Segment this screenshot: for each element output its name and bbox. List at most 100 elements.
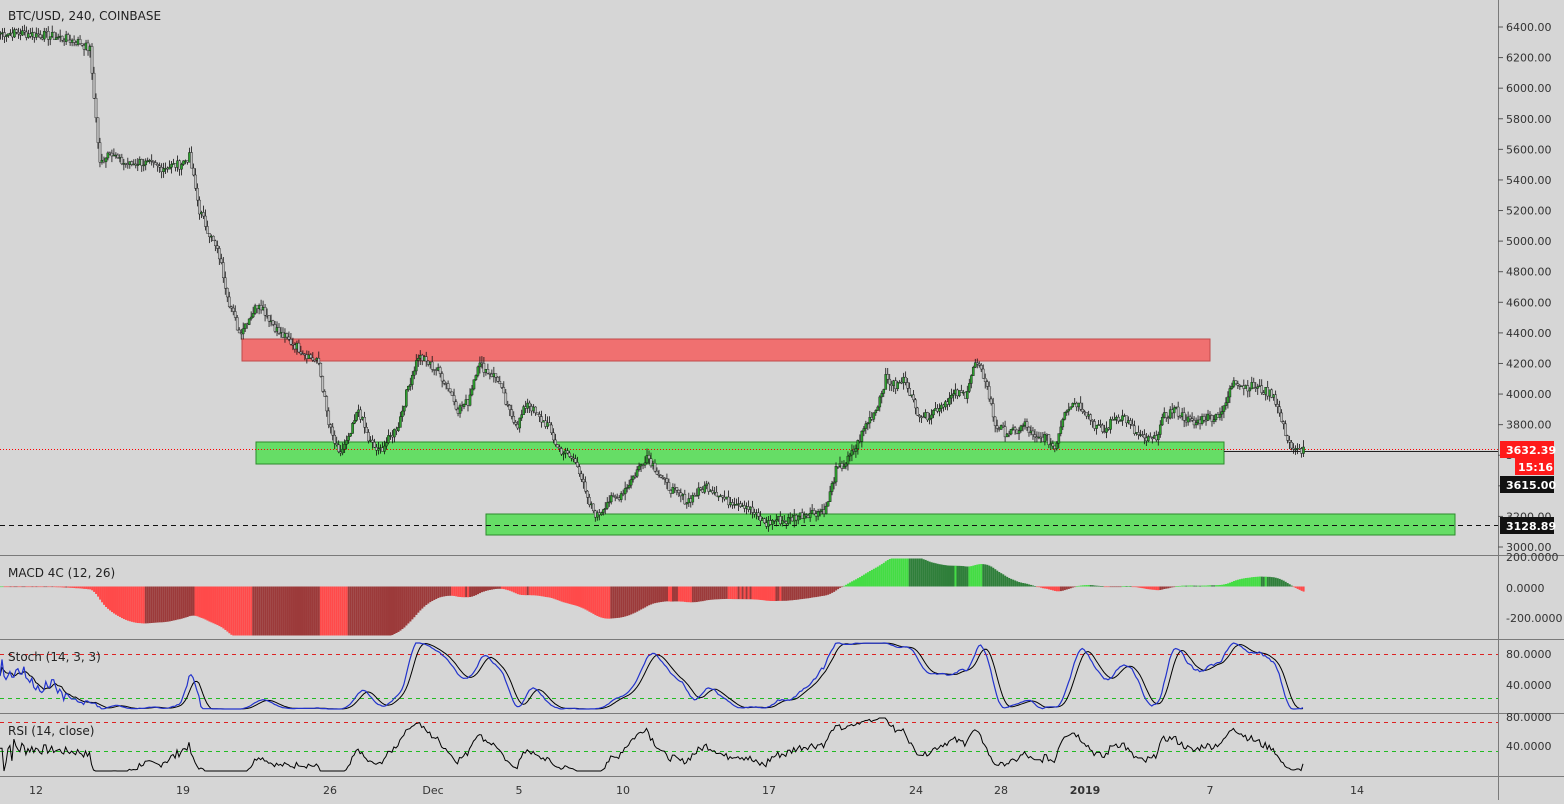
candle[interactable] bbox=[218, 248, 220, 258]
candle[interactable] bbox=[190, 152, 192, 168]
candle[interactable] bbox=[443, 381, 445, 383]
candle[interactable] bbox=[1032, 431, 1034, 435]
candle[interactable] bbox=[636, 470, 638, 476]
candle[interactable] bbox=[660, 475, 662, 477]
candle[interactable] bbox=[228, 297, 230, 307]
candle[interactable] bbox=[214, 241, 216, 246]
candle[interactable] bbox=[676, 487, 678, 490]
candle[interactable] bbox=[236, 317, 238, 330]
candle[interactable] bbox=[648, 455, 650, 458]
candle[interactable] bbox=[469, 395, 471, 405]
candle[interactable] bbox=[342, 449, 344, 453]
candle[interactable] bbox=[980, 365, 982, 369]
candle[interactable] bbox=[708, 484, 710, 492]
candle[interactable] bbox=[495, 374, 497, 378]
candle[interactable] bbox=[1129, 420, 1131, 424]
candle[interactable] bbox=[352, 423, 354, 433]
candle[interactable] bbox=[425, 357, 427, 361]
candle[interactable] bbox=[984, 378, 986, 382]
candle[interactable] bbox=[49, 37, 51, 40]
candle[interactable] bbox=[879, 397, 881, 407]
candle[interactable] bbox=[1080, 403, 1082, 409]
candle[interactable] bbox=[825, 506, 827, 514]
candle[interactable] bbox=[206, 226, 208, 233]
candle[interactable] bbox=[328, 411, 330, 425]
candle[interactable] bbox=[350, 433, 352, 436]
candle[interactable] bbox=[509, 405, 511, 409]
candle[interactable] bbox=[405, 390, 407, 406]
candle[interactable] bbox=[346, 440, 348, 444]
candle[interactable] bbox=[93, 73, 95, 98]
candle[interactable] bbox=[348, 436, 350, 440]
candle[interactable] bbox=[863, 429, 865, 432]
candle[interactable] bbox=[588, 497, 590, 504]
candle[interactable] bbox=[757, 513, 759, 517]
candle[interactable] bbox=[950, 395, 952, 398]
candle[interactable] bbox=[1062, 419, 1064, 427]
candle[interactable] bbox=[1213, 420, 1215, 422]
candle[interactable] bbox=[501, 384, 503, 388]
candle[interactable] bbox=[666, 479, 668, 483]
candle[interactable] bbox=[373, 442, 375, 447]
candle[interactable] bbox=[1056, 443, 1058, 449]
candle[interactable] bbox=[1143, 435, 1145, 438]
candle[interactable] bbox=[606, 502, 608, 508]
candle[interactable] bbox=[447, 383, 449, 388]
candle[interactable] bbox=[95, 98, 97, 118]
candle[interactable] bbox=[141, 159, 143, 165]
candle[interactable] bbox=[232, 308, 234, 311]
candle[interactable] bbox=[1010, 429, 1012, 434]
candle[interactable] bbox=[1161, 417, 1163, 425]
candle[interactable] bbox=[338, 445, 340, 452]
candle[interactable] bbox=[550, 425, 552, 433]
candle[interactable] bbox=[1302, 447, 1304, 453]
candle[interactable] bbox=[1092, 420, 1094, 421]
candle[interactable] bbox=[180, 164, 182, 169]
candle[interactable] bbox=[449, 389, 451, 392]
candle[interactable] bbox=[883, 389, 885, 393]
candle[interactable] bbox=[1209, 414, 1211, 415]
candle[interactable] bbox=[1249, 389, 1251, 391]
candle[interactable] bbox=[574, 459, 576, 463]
candle[interactable] bbox=[704, 486, 706, 492]
candle[interactable] bbox=[473, 380, 475, 389]
candle[interactable] bbox=[580, 474, 582, 479]
candle[interactable] bbox=[1284, 424, 1286, 436]
candle[interactable] bbox=[290, 339, 292, 344]
candle[interactable] bbox=[835, 466, 837, 482]
candle[interactable] bbox=[230, 307, 232, 308]
candle[interactable] bbox=[861, 431, 863, 441]
candle[interactable] bbox=[288, 337, 290, 339]
candle[interactable] bbox=[1219, 414, 1221, 417]
candle[interactable] bbox=[537, 413, 539, 414]
candle[interactable] bbox=[881, 393, 883, 397]
candle[interactable] bbox=[630, 480, 632, 486]
candle[interactable] bbox=[519, 418, 521, 428]
candle[interactable] bbox=[97, 118, 99, 143]
candle[interactable] bbox=[1068, 409, 1070, 411]
candle[interactable] bbox=[684, 494, 686, 504]
candle[interactable] bbox=[330, 425, 332, 427]
candle[interactable] bbox=[220, 259, 222, 263]
candle[interactable] bbox=[1165, 413, 1167, 418]
candle[interactable] bbox=[499, 381, 501, 383]
candle[interactable] bbox=[238, 330, 240, 333]
candle[interactable] bbox=[310, 355, 312, 358]
candle[interactable] bbox=[353, 420, 355, 423]
candle[interactable] bbox=[654, 463, 656, 471]
candle[interactable] bbox=[865, 424, 867, 429]
candle[interactable] bbox=[1283, 422, 1285, 424]
candle[interactable] bbox=[234, 311, 236, 317]
candle[interactable] bbox=[1159, 425, 1161, 435]
candle[interactable] bbox=[1137, 432, 1139, 434]
candle[interactable] bbox=[847, 456, 849, 464]
candle[interactable] bbox=[252, 313, 254, 317]
candle[interactable] bbox=[813, 510, 815, 513]
candle[interactable] bbox=[566, 451, 568, 453]
candle[interactable] bbox=[554, 440, 556, 445]
candle[interactable] bbox=[324, 391, 326, 396]
candle[interactable] bbox=[897, 383, 899, 389]
candle[interactable] bbox=[318, 358, 320, 363]
candle[interactable] bbox=[831, 483, 833, 491]
candle[interactable] bbox=[592, 504, 594, 511]
